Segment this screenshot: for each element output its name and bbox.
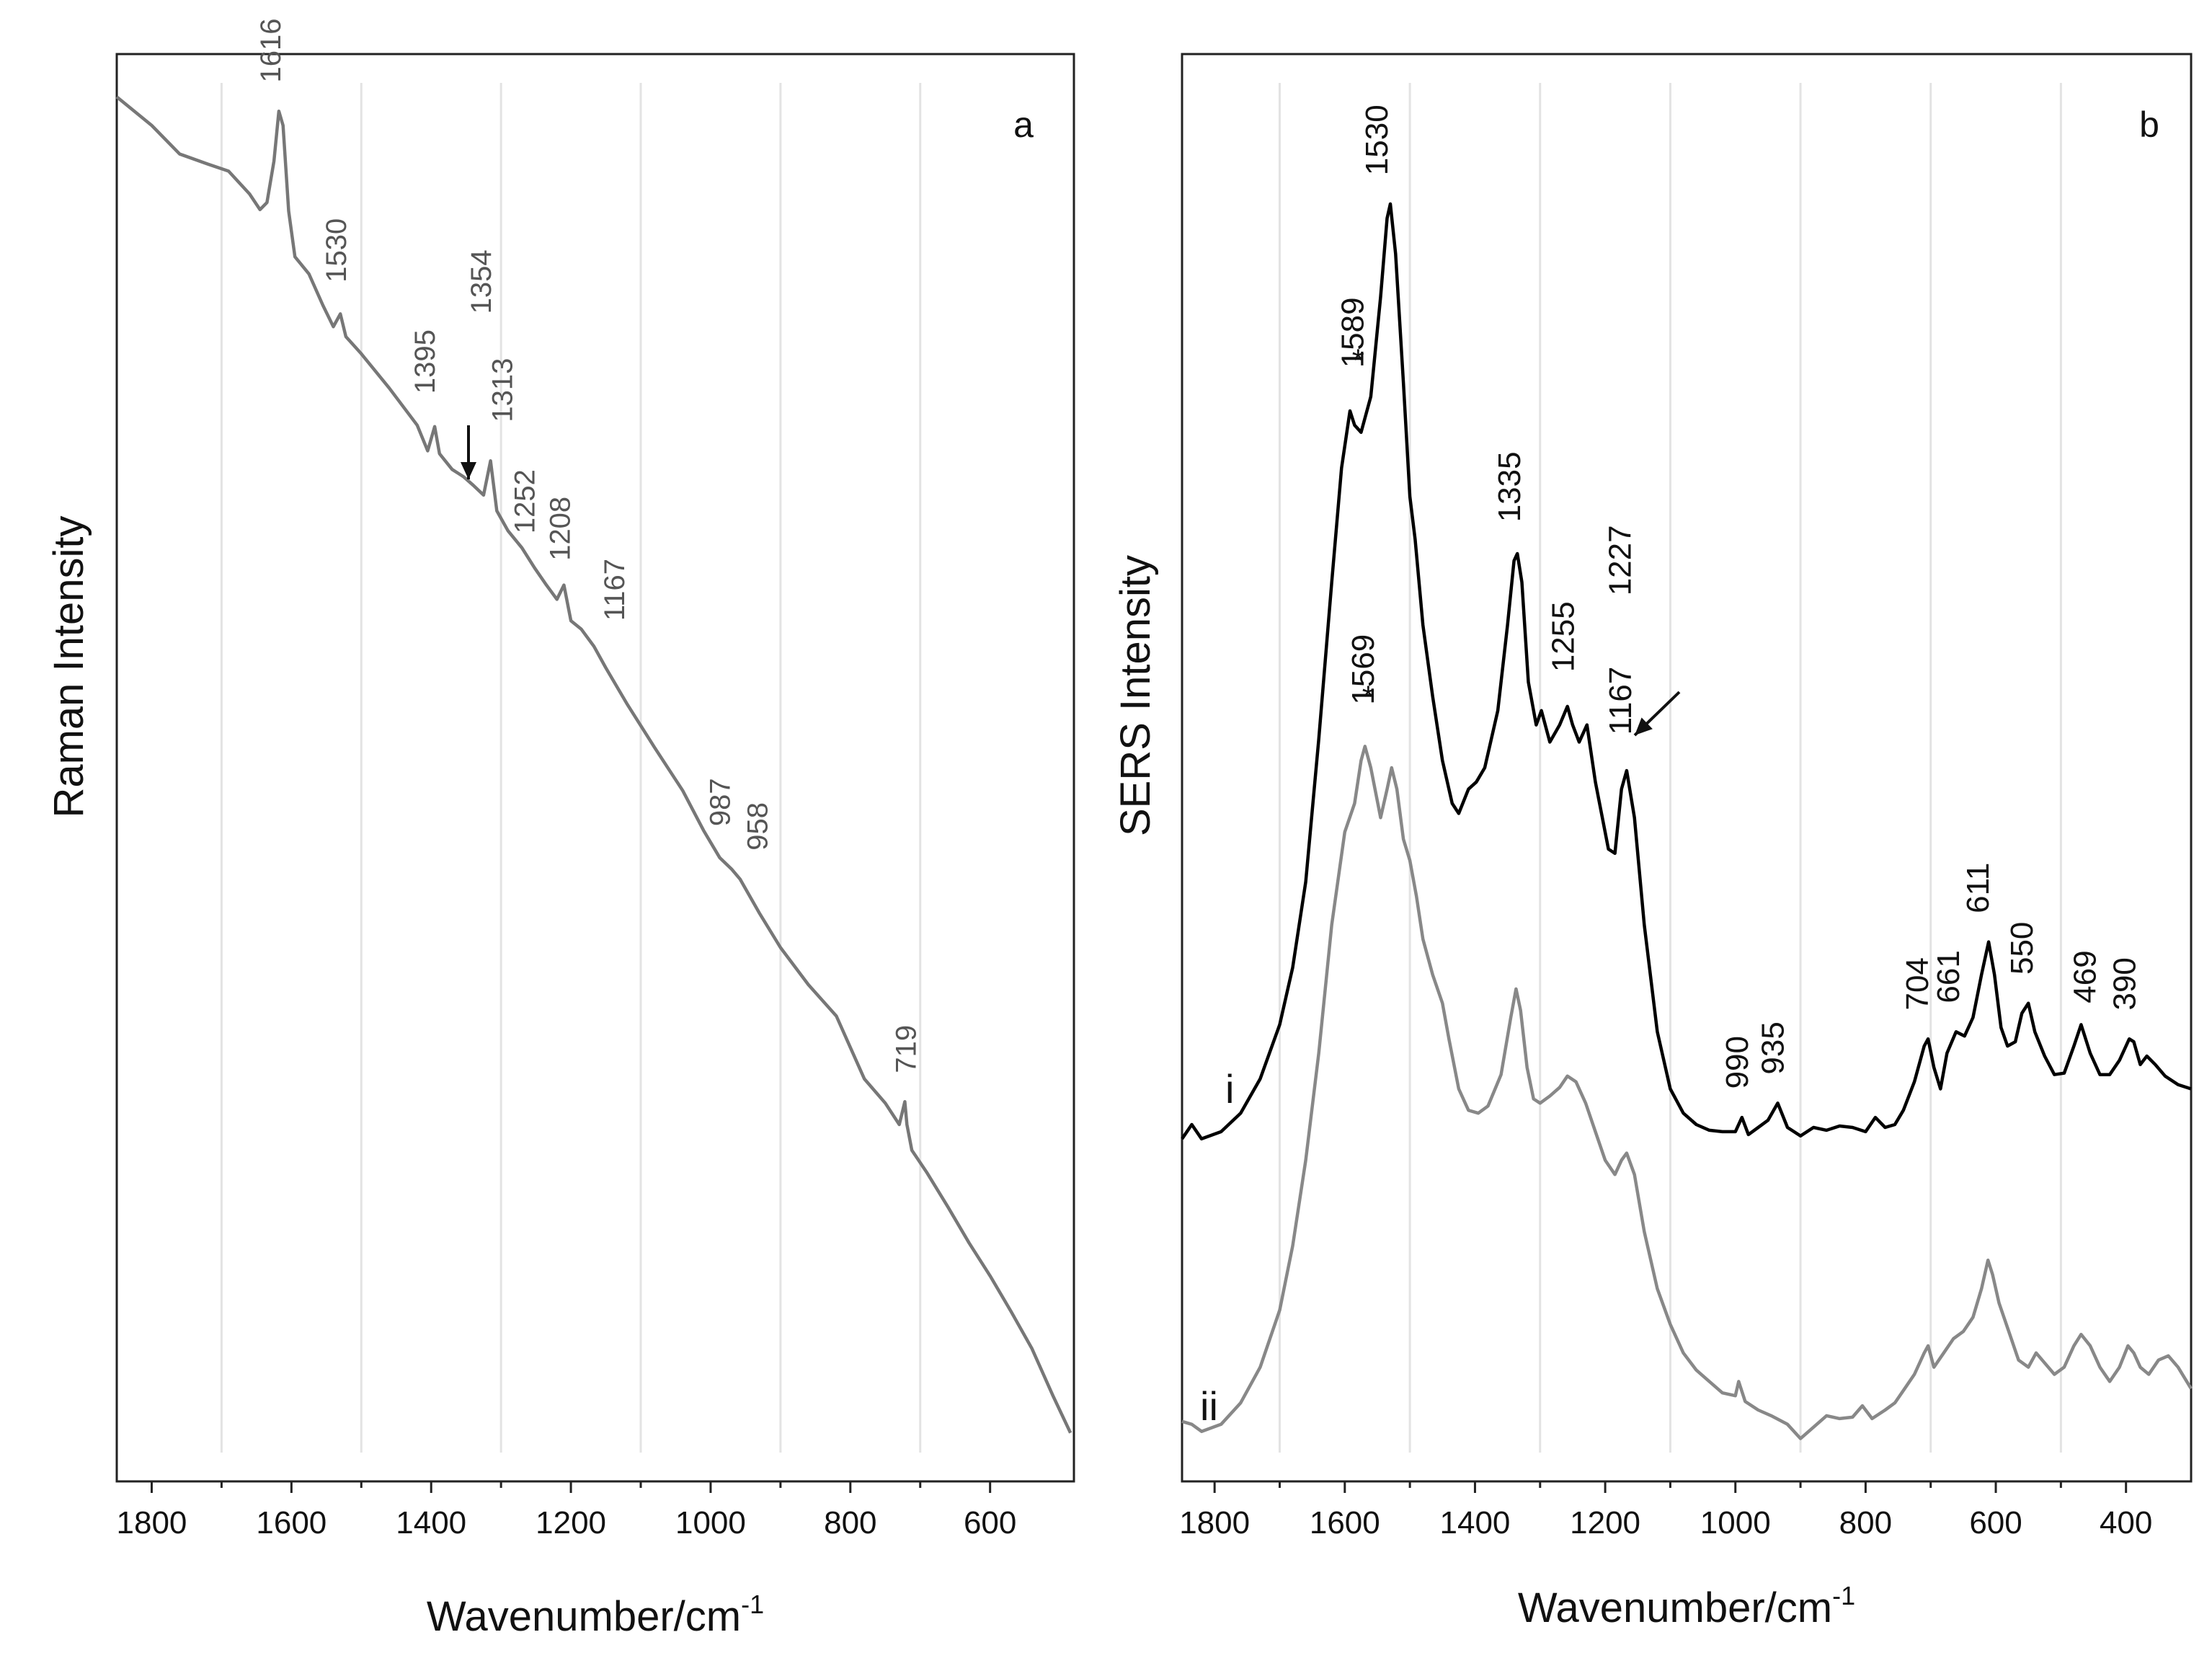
peak-label-1530: 1530 <box>321 218 352 283</box>
peak-label-987: 987 <box>705 778 737 826</box>
x-tick-label-1600: 1600 <box>256 1505 327 1540</box>
panel-label-b: b <box>2139 105 2159 145</box>
series-label-ii: ii <box>1200 1383 1218 1429</box>
peak-asterisk-1589: * <box>1352 342 1364 378</box>
x-axis-title-text: Wavenumber/cm <box>1518 1584 1832 1631</box>
peak-label-1167: 1167 <box>1603 667 1638 735</box>
arrow-1227-head <box>1635 717 1653 735</box>
x-tick-label-400: 400 <box>2100 1505 2152 1540</box>
x-tick-label-1200: 1200 <box>1570 1505 1640 1540</box>
peak-label-1313: 1313 <box>487 358 519 422</box>
peak-label-1354: 1354 <box>466 249 497 314</box>
chart-panel-b: 1800 1600 1400 1200 1000 800 600 400 Wavenumber/… <box>1112 53 2193 1631</box>
x-tick-label-1400: 1400 <box>396 1505 466 1540</box>
chart-panel-a: 1800 1600 1400 1200 1000 800 600 Wavenumber/cm-… <box>45 19 1075 1640</box>
peak-label-1589: 1589 <box>1336 297 1371 368</box>
peak-label-1395: 1395 <box>409 329 441 394</box>
peak-label-1208: 1208 <box>544 497 576 561</box>
peak-label-1255: 1255 <box>1545 601 1581 672</box>
peak-label-1167: 1167 <box>599 559 631 621</box>
y-axis-title: Raman Intensity <box>45 515 92 817</box>
peak-label-469: 469 <box>2067 950 2102 1003</box>
peak-label-1335: 1335 <box>1492 451 1527 522</box>
peak-label-1530: 1530 <box>1359 105 1395 175</box>
peak-label-990: 990 <box>1720 1036 1755 1089</box>
peak-label-704: 704 <box>1900 957 1935 1010</box>
x-tick-label-1800: 1800 <box>1179 1505 1250 1540</box>
x-tick-label-600: 600 <box>1969 1505 2022 1540</box>
peak-label-1227: 1227 <box>1603 525 1638 595</box>
x-tick-label-1800: 1800 <box>117 1505 187 1540</box>
x-tick-label-1600: 1600 <box>1310 1505 1380 1540</box>
peak-label-390: 390 <box>2107 957 2143 1010</box>
panel-label-a: a <box>1013 105 1034 145</box>
x-tick-label-600: 600 <box>964 1505 1016 1540</box>
plot-frame <box>115 53 1075 1483</box>
x-axis-title: Wavenumber/cm-1 <box>1518 1581 1855 1631</box>
x-tick-label-1200: 1200 <box>536 1505 606 1540</box>
series-label-i: i <box>1225 1066 1234 1112</box>
plot-frame <box>1181 53 2193 1483</box>
x-axis-title-superscript: -1 <box>1832 1581 1855 1610</box>
peak-asterisk-1569: * <box>1362 680 1374 715</box>
arrow-1354-head <box>461 462 476 479</box>
x-tick-label-1400: 1400 <box>1440 1505 1511 1540</box>
peak-label-1252: 1252 <box>510 469 541 533</box>
peak-label-611: 611 <box>1960 863 1996 913</box>
series-line-Raman spectrum <box>115 95 1072 1434</box>
x-tick-label-1000: 1000 <box>1700 1505 1771 1540</box>
peak-label-1616: 1616 <box>255 19 287 83</box>
peak-label-1569: 1569 <box>1346 634 1381 705</box>
series-line-ii <box>1181 745 2193 1440</box>
x-tick-label-800: 800 <box>1839 1505 1892 1540</box>
peak-label-719: 719 <box>890 1025 922 1073</box>
x-tick-label-800: 800 <box>824 1505 876 1540</box>
peak-label-661: 661 <box>1931 950 1966 1003</box>
x-tick-label-1000: 1000 <box>675 1505 746 1540</box>
peak-label-935: 935 <box>1755 1021 1790 1074</box>
x-axis-title: Wavenumber/cm-1 <box>427 1590 764 1640</box>
peak-label-550: 550 <box>2004 922 2040 975</box>
series-line-i <box>1181 202 2192 1141</box>
y-axis-title: SERS Intensity <box>1112 555 1159 836</box>
x-axis-title-superscript: -1 <box>741 1590 764 1619</box>
x-axis-title-text: Wavenumber/cm <box>427 1593 741 1640</box>
peak-label-958: 958 <box>742 802 774 851</box>
